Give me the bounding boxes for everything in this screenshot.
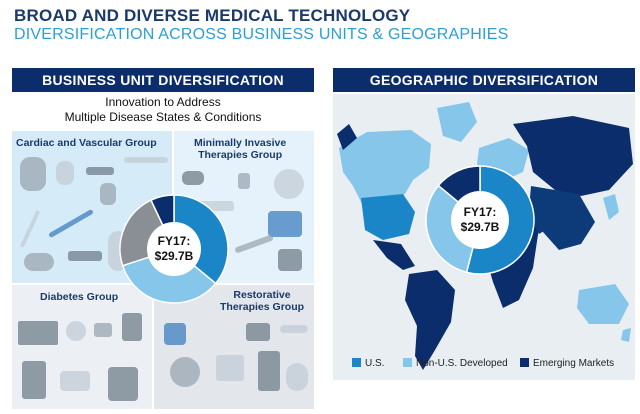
coil-device-image xyxy=(170,357,200,387)
page-title: BROAD AND DIVERSE MEDICAL TECHNOLOGY xyxy=(14,6,411,25)
pump-device-image xyxy=(22,361,46,399)
neurostimulator-image xyxy=(164,323,186,345)
rtg-label-line-2: Therapies Group xyxy=(220,301,305,313)
business-unit-center-label-line-1: FY17: xyxy=(158,234,191,248)
business-unit-donut-chart: FY17: $29.7B xyxy=(119,194,229,304)
business-unit-donut-hole xyxy=(147,222,201,276)
asia-region xyxy=(529,186,595,250)
cgm-device-image xyxy=(60,371,90,391)
greenland-region xyxy=(437,102,477,142)
mitg-label-line-2: Therapies Group xyxy=(198,149,283,161)
geographic-center-label-line-1: FY17: xyxy=(464,205,497,219)
alaska-region xyxy=(337,124,357,150)
sensor-pack-image xyxy=(108,367,138,401)
usa-region xyxy=(361,194,415,240)
spine-implant-image xyxy=(246,323,270,341)
mexico-central-america-region xyxy=(373,240,415,270)
innovation-line-2: Multiple Disease States & Conditions xyxy=(64,110,262,124)
russia-region xyxy=(513,116,633,196)
patient-image xyxy=(66,321,86,341)
monitor-device-image xyxy=(100,183,116,205)
canada-region xyxy=(339,130,431,212)
restorative-therapies-label: Restorative Therapies Group xyxy=(220,289,304,313)
japan-region xyxy=(603,194,619,220)
sensor-device-image xyxy=(278,249,302,271)
trocar-device-image xyxy=(194,201,234,211)
world-map-panel xyxy=(333,94,635,380)
guidewire-device-image xyxy=(48,208,94,239)
screw-device-image xyxy=(280,325,308,333)
insulin-pump-image xyxy=(122,313,142,341)
page-subtitle: DIVERSIFICATION ACROSS BUSINESS UNITS & … xyxy=(14,26,509,43)
laptop-image xyxy=(18,321,58,345)
restorative-therapies-quadrant: Restorative Therapies Group xyxy=(154,285,314,409)
non-us-swatch xyxy=(403,358,412,367)
innovation-line-1: Innovation to Address xyxy=(105,95,221,109)
geographic-heading: GEOGRAPHIC DIVERSIFICATION xyxy=(333,68,635,92)
australia-region xyxy=(577,284,629,324)
business-unit-slice-2 xyxy=(121,248,217,304)
geo-legend-label-us: U.S. xyxy=(365,358,385,369)
clip-device-image xyxy=(238,173,250,189)
innovation-caption: Innovation to Address Multiple Disease S… xyxy=(12,95,314,125)
diabetes-label: Diabetes Group xyxy=(40,291,119,303)
cardiac-vascular-label: Cardiac and Vascular Group xyxy=(16,137,157,149)
meter-device-image xyxy=(94,323,112,337)
rtg-label-line-1: Restorative xyxy=(233,289,291,301)
south-america-region xyxy=(405,270,455,370)
geographic-donut-chart: FY17: $29.7B xyxy=(425,165,535,275)
us-swatch xyxy=(352,358,361,367)
balloon-device-image xyxy=(68,251,102,261)
instrument-device-image xyxy=(234,234,274,254)
geo-legend-label-non-us: Non-U.S. Developed xyxy=(416,358,508,369)
pacemaker-device-image xyxy=(20,157,46,191)
new-zealand-region xyxy=(621,328,631,342)
minimally-invasive-label: Minimally Invasive Therapies Group xyxy=(194,137,286,161)
geo-legend-item-us: U.S. xyxy=(352,358,384,369)
diabetes-quadrant: Diabetes Group xyxy=(12,285,152,409)
business-unit-heading: BUSINESS UNIT DIVERSIFICATION xyxy=(12,68,314,92)
geographic-donut-hole xyxy=(451,191,509,249)
geo-legend-item-non-us: Non-U.S. Developed xyxy=(403,358,508,369)
surgical-tool-image xyxy=(286,363,308,391)
geo-legend-item-emerging: Emerging Markets xyxy=(520,358,614,369)
generator-device-image xyxy=(268,211,302,237)
business-unit-slice-1 xyxy=(173,194,229,285)
mitg-label-line-1: Minimally Invasive xyxy=(194,137,287,149)
geo-legend-label-emerging: Emerging Markets xyxy=(533,358,615,369)
console-device-image xyxy=(216,355,244,381)
stapler-device-image xyxy=(182,171,204,185)
catheter-device-image xyxy=(124,157,168,163)
business-unit-center-label-line-2: $29.7B xyxy=(155,249,194,263)
defibrillator-device-image xyxy=(56,161,74,185)
lead-device-image xyxy=(19,210,41,248)
valve-device-image xyxy=(24,253,54,271)
navigation-system-image xyxy=(258,351,280,391)
stent-device-image xyxy=(86,167,114,175)
geographic-center-label-line-2: $29.7B xyxy=(461,220,500,234)
emerging-swatch xyxy=(520,358,529,367)
forceps-device-image xyxy=(274,169,304,199)
